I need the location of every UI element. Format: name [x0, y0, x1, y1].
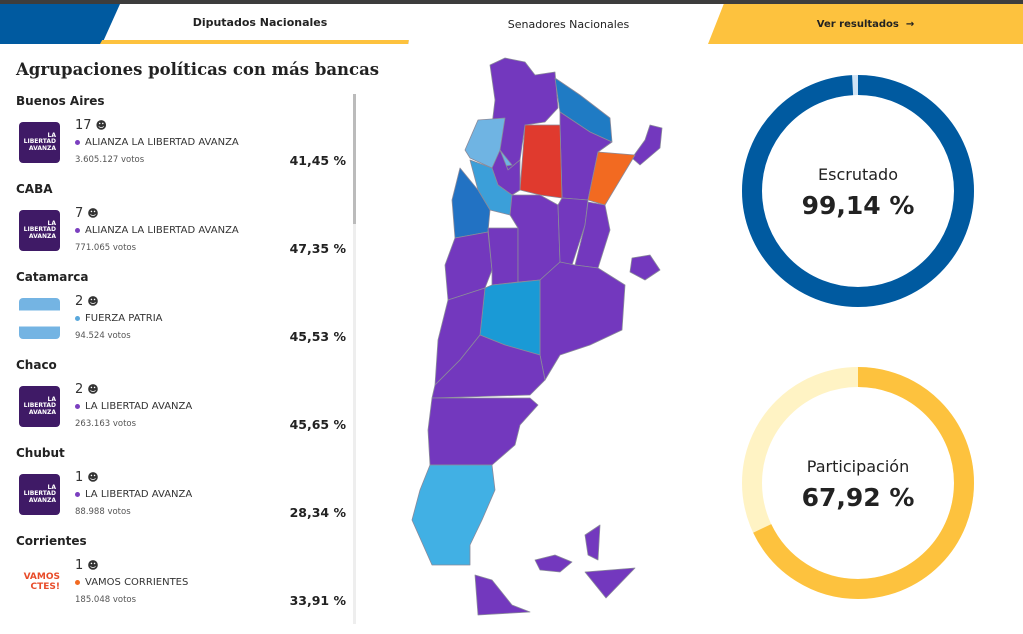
province-result-row[interactable]: 2 ☻ FUERZA PATRIA 94.524 votos 45,53 %: [16, 292, 348, 358]
province-rio-negro[interactable]: [431, 334, 546, 399]
participacion-arc: [742, 367, 974, 599]
province-name: Catamarca: [16, 270, 89, 284]
person-icon: ☻: [95, 119, 108, 132]
party-name: VAMOS CORRIENTES: [75, 577, 188, 588]
tab-diputados[interactable]: Diputados Nacionales: [100, 4, 420, 44]
party-logo: LA LIBERTAD AVANZA: [19, 474, 60, 515]
party-name: LA LIBERTAD AVANZA: [75, 401, 192, 412]
person-icon: ☻: [87, 383, 99, 396]
scrollbar[interactable]: [353, 94, 356, 624]
province-tierra-del-fuego[interactable]: [474, 574, 531, 616]
islas-malvinas[interactable]: [534, 554, 573, 573]
party-color-dot: [75, 579, 80, 585]
participacion-label: Participación: [806, 457, 910, 476]
party-logo: [19, 298, 60, 339]
party-logo: VAMOS CTES!: [19, 562, 60, 603]
province-result-row[interactable]: LA LIBERTAD AVANZA 17 ☻ ALIANZA LA LIBERT…: [16, 116, 348, 182]
province-caba[interactable]: [629, 254, 661, 281]
vote-percentage: 41,45 %: [289, 153, 346, 168]
tab-senadores[interactable]: Senadores Nacionales: [408, 4, 728, 44]
tab-bar: Diputados Nacionales Senadores Nacionale…: [0, 4, 1023, 44]
escrutado-donut: Escrutado 99,14 %: [740, 73, 976, 309]
vote-percentage: 47,35 %: [289, 241, 346, 256]
party-logo: LA LIBERTAD AVANZA: [19, 210, 60, 251]
party-name: ALIANZA LA LIBERTAD AVANZA: [75, 225, 239, 236]
province-name: Chaco: [16, 358, 57, 372]
seat-count: 1 ☻: [75, 470, 99, 485]
islas-georgias[interactable]: [584, 524, 601, 561]
province-misiones[interactable]: [631, 124, 663, 166]
province-santiago[interactable]: [519, 124, 563, 199]
person-icon: ☻: [87, 295, 99, 308]
vote-percentage: 45,65 %: [289, 417, 346, 432]
antartida-sector[interactable]: [584, 567, 636, 599]
vote-count: 771.065 votos: [75, 243, 137, 253]
province-name: Corrientes: [16, 534, 87, 548]
vote-count: 263.163 votos: [75, 419, 137, 429]
province-result-row[interactable]: LA LIBERTAD AVANZA 2 ☻ LA LIBERTAD AVANZA…: [16, 380, 348, 446]
party-color-dot: [75, 139, 80, 145]
person-icon: ☻: [87, 471, 99, 484]
province-chubut[interactable]: [427, 397, 539, 466]
province-san-luis[interactable]: [487, 227, 519, 286]
party-name: LA LIBERTAD AVANZA: [75, 489, 192, 500]
vote-count: 94.524 votos: [75, 331, 131, 341]
vote-count: 3.605.127 votos: [75, 155, 145, 165]
party-name: FUERZA PATRIA: [75, 313, 163, 324]
seat-count: 1 ☻: [75, 558, 99, 573]
seat-count: 7 ☻: [75, 206, 99, 221]
province-name: CABA: [16, 182, 53, 196]
province-name: Chubut: [16, 446, 65, 460]
person-icon: ☻: [87, 207, 99, 220]
seat-count: 17 ☻: [75, 118, 108, 133]
results-panel: Agrupaciones políticas con más bancas Bu…: [0, 44, 379, 634]
vote-percentage: 45,53 %: [289, 329, 346, 344]
party-color-dot: [75, 227, 80, 233]
province-buenos-aires[interactable]: [539, 261, 626, 381]
party-name: ALIANZA LA LIBERTAD AVANZA: [75, 137, 239, 148]
party-logo: LA LIBERTAD AVANZA: [19, 122, 60, 163]
seat-count: 2 ☻: [75, 382, 99, 397]
ver-resultados-label: Ver resultados: [816, 18, 899, 30]
seat-count: 2 ☻: [75, 294, 99, 309]
party-color-dot: [75, 315, 80, 321]
province-name: Buenos Aires: [16, 94, 105, 108]
vote-percentage: 28,34 %: [289, 505, 346, 520]
vote-count: 185.048 votos: [75, 595, 137, 605]
argentina-map: [411, 57, 663, 616]
escrutado-value: 99,14 %: [801, 191, 915, 220]
vote-count: 88.988 votos: [75, 507, 131, 517]
party-color-dot: [75, 403, 80, 409]
window-top-bar: [0, 0, 1023, 4]
arrow-right-icon: →: [905, 18, 915, 30]
participacion-value: 67,92 %: [801, 483, 915, 512]
scrollbar-thumb[interactable]: [353, 94, 356, 224]
province-result-row[interactable]: LA LIBERTAD AVANZA 1 ☻ LA LIBERTAD AVANZA…: [16, 468, 348, 534]
party-logo: LA LIBERTAD AVANZA: [19, 386, 60, 427]
vote-percentage: 33,91 %: [289, 593, 346, 608]
province-corrientes[interactable]: [587, 151, 636, 206]
participacion-donut: Participación 67,92 %: [740, 365, 976, 601]
brand-tab: [0, 4, 120, 44]
province-santa-cruz[interactable]: [411, 464, 496, 566]
escrutado-arc: [742, 75, 974, 307]
province-result-row[interactable]: LA LIBERTAD AVANZA 7 ☻ ALIANZA LA LIBERTA…: [16, 204, 348, 270]
party-color-dot: [75, 491, 80, 497]
province-list: Buenos Aires LA LIBERTAD AVANZA 17 ☻ ALIA…: [16, 94, 348, 622]
person-icon: ☻: [87, 559, 99, 572]
escrutado-label: Escrutado: [818, 165, 898, 184]
ver-resultados-button[interactable]: Ver resultados →: [708, 4, 1023, 44]
panel-title: Agrupaciones políticas con más bancas: [16, 60, 380, 79]
province-result-row[interactable]: VAMOS CTES! 1 ☻ VAMOS CORRIENTES 185.048 …: [16, 556, 348, 622]
